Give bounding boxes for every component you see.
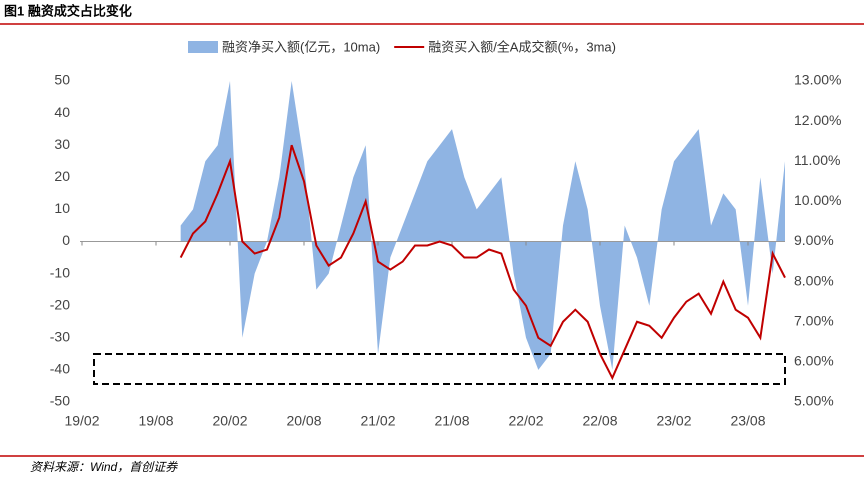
highlight-box: [93, 353, 786, 385]
y-tick-label: 50: [54, 72, 70, 88]
y-tick-label: -30: [50, 329, 70, 345]
x-tick-label: 22/08: [582, 413, 617, 429]
y-tick-label: -10: [50, 264, 70, 280]
y-tick-label: -50: [50, 393, 70, 409]
y-tick-label: 20: [54, 168, 70, 184]
legend-label: 融资买入额/全A成交额(%，3ma): [428, 39, 616, 54]
y2-tick-label: 11.00%: [794, 152, 840, 168]
y-tick-label: 30: [54, 136, 70, 152]
source: 资料来源：Wind，首创证券: [30, 460, 178, 474]
y-tick-label: -20: [50, 296, 70, 312]
x-tick-label: 20/02: [212, 413, 247, 429]
x-tick-label: 21/08: [434, 413, 469, 429]
line: [179, 144, 786, 381]
x-tick-label: 20/08: [286, 413, 321, 429]
y-tick-label: 0: [62, 232, 70, 248]
y2-tick-label: 6.00%: [794, 353, 834, 369]
y2-tick-label: 10.00%: [794, 192, 841, 208]
x-tick-label: 19/02: [64, 413, 99, 429]
y-tick-label: -40: [50, 361, 70, 377]
x-tick-label: 23/02: [656, 413, 691, 429]
y2-tick-label: 12.00%: [794, 112, 841, 128]
page-title: 图1 融资成交占比变化: [4, 3, 132, 18]
legend-swatch: [188, 41, 218, 53]
y-tick-label: 40: [54, 104, 70, 120]
x-tick-label: 22/02: [508, 413, 543, 429]
y-tick-label: 10: [54, 200, 70, 216]
legend-label: 融资净买入额(亿元，10ma): [222, 39, 380, 54]
y2-tick-label: 5.00%: [794, 393, 834, 409]
area: [180, 81, 785, 370]
x-tick-label: 23/08: [730, 413, 765, 429]
y2-tick-label: 13.00%: [794, 72, 841, 88]
y2-tick-label: 8.00%: [794, 272, 834, 288]
y2-tick-label: 7.00%: [794, 312, 834, 328]
x-tick-label: 19/08: [138, 413, 173, 429]
y2-tick-label: 9.00%: [794, 232, 834, 248]
x-tick-label: 21/02: [360, 413, 395, 429]
